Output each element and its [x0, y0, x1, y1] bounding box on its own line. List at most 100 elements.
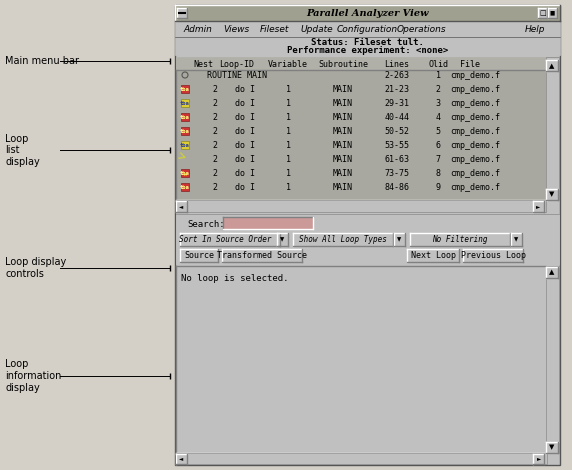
Text: Previous Loop: Previous Loop: [460, 251, 526, 260]
Text: 50-52: 50-52: [384, 126, 410, 135]
Text: do I: do I: [235, 126, 255, 135]
Text: 73-75: 73-75: [384, 169, 410, 178]
Text: MAIN: MAIN: [333, 141, 353, 149]
Bar: [410, 233, 510, 246]
Bar: [538, 8, 547, 18]
Bar: [176, 454, 187, 464]
Bar: [222, 249, 302, 262]
Bar: [176, 57, 559, 70]
Text: cmp_demo.f: cmp_demo.f: [450, 70, 500, 79]
Text: 2: 2: [213, 112, 217, 122]
Bar: [293, 233, 393, 246]
Text: 1: 1: [435, 70, 440, 79]
Text: do I: do I: [235, 182, 255, 191]
Text: x: x: [184, 172, 186, 177]
Text: 1: 1: [285, 126, 291, 135]
Bar: [176, 453, 547, 464]
Text: 1: 1: [285, 99, 291, 108]
Text: tba: tba: [180, 185, 190, 189]
Text: 1: 1: [285, 169, 291, 178]
Bar: [463, 249, 523, 262]
Bar: [546, 442, 558, 453]
Text: 2: 2: [213, 99, 217, 108]
Text: Variable: Variable: [268, 60, 308, 69]
Text: 8: 8: [435, 169, 440, 178]
Text: 9: 9: [435, 182, 440, 191]
Text: do I: do I: [235, 85, 255, 94]
Text: 1: 1: [285, 155, 291, 164]
Text: MAIN: MAIN: [333, 169, 353, 178]
Text: 2-263: 2-263: [384, 70, 410, 79]
Bar: [546, 266, 559, 453]
Text: cmp_demo.f: cmp_demo.f: [450, 155, 500, 164]
Bar: [175, 5, 560, 21]
Text: cmp_demo.f: cmp_demo.f: [450, 85, 500, 94]
Text: Nest: Nest: [193, 60, 213, 69]
Bar: [181, 85, 189, 93]
Text: 2: 2: [213, 169, 217, 178]
Text: tba: tba: [180, 86, 190, 92]
Text: Search:: Search:: [187, 219, 225, 228]
Text: tba: tba: [180, 171, 190, 175]
Bar: [407, 249, 459, 262]
Text: Help: Help: [525, 24, 545, 33]
Bar: [546, 189, 558, 200]
Text: ▲: ▲: [549, 269, 555, 275]
Bar: [548, 8, 557, 18]
Text: 2: 2: [213, 155, 217, 164]
Bar: [223, 217, 313, 229]
Bar: [175, 21, 560, 37]
Text: Update: Update: [300, 24, 333, 33]
Text: 84-86: 84-86: [384, 182, 410, 191]
Text: 53-55: 53-55: [384, 141, 410, 149]
Bar: [176, 266, 547, 453]
Text: Transformed Source: Transformed Source: [217, 251, 307, 260]
Text: 2: 2: [213, 141, 217, 149]
Text: MAIN: MAIN: [333, 112, 353, 122]
Text: do I: do I: [235, 99, 255, 108]
Text: tba: tba: [180, 128, 190, 133]
Text: Performance experiment: <none>: Performance experiment: <none>: [287, 46, 448, 55]
Text: No Filtering: No Filtering: [432, 235, 488, 244]
Bar: [180, 249, 218, 262]
Bar: [175, 5, 560, 465]
Text: 3: 3: [435, 99, 440, 108]
Text: Loop
list
display: Loop list display: [5, 134, 39, 167]
Bar: [176, 200, 546, 212]
Bar: [177, 8, 187, 18]
Text: cmp_demo.f: cmp_demo.f: [450, 99, 500, 108]
Bar: [181, 169, 189, 177]
Bar: [180, 233, 280, 246]
Text: do I: do I: [235, 141, 255, 149]
Bar: [181, 127, 189, 135]
Bar: [546, 57, 559, 200]
Text: Source: Source: [184, 251, 214, 260]
Text: 5: 5: [435, 126, 440, 135]
Text: Views: Views: [223, 24, 249, 33]
Text: 2: 2: [435, 85, 440, 94]
Bar: [394, 233, 405, 246]
Text: Olid: Olid: [428, 60, 448, 69]
Text: 61-63: 61-63: [384, 155, 410, 164]
Text: □: □: [539, 10, 546, 16]
Text: Subroutine: Subroutine: [318, 60, 368, 69]
Text: 4: 4: [435, 112, 440, 122]
Text: ►: ►: [536, 204, 540, 209]
Text: Main menu bar: Main menu bar: [5, 56, 79, 66]
Text: Loop display
controls: Loop display controls: [5, 257, 66, 279]
Text: ►: ►: [537, 456, 541, 462]
Text: ◄: ◄: [180, 204, 184, 209]
Text: tba: tba: [180, 115, 190, 119]
Text: ROUTINE MAIN: ROUTINE MAIN: [207, 70, 267, 79]
Text: ▼: ▼: [549, 191, 555, 197]
Text: cmp_demo.f: cmp_demo.f: [450, 182, 500, 191]
Bar: [546, 60, 558, 71]
Text: 1: 1: [285, 182, 291, 191]
Text: 40-44: 40-44: [384, 112, 410, 122]
Text: 6: 6: [435, 141, 440, 149]
Bar: [175, 37, 560, 55]
Text: Next Loop: Next Loop: [411, 251, 455, 260]
Text: do I: do I: [235, 169, 255, 178]
Text: 2: 2: [213, 182, 217, 191]
Text: cmp_demo.f: cmp_demo.f: [450, 169, 500, 178]
